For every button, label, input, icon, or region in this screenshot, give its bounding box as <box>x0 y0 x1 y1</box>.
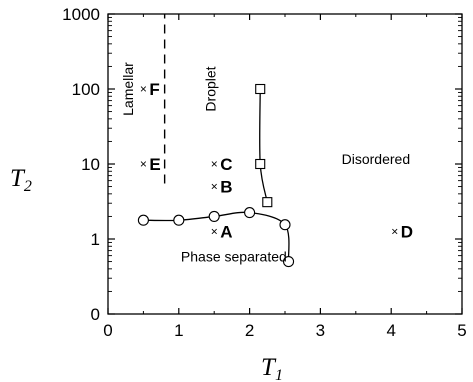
x-axis-title-sub: 1 <box>275 367 283 382</box>
x-tick-label: 4 <box>386 321 395 340</box>
region-label: Disordered <box>342 151 410 167</box>
x-tick-label: 3 <box>316 321 325 340</box>
point-label-D: D <box>401 223 413 242</box>
x-tick-label: 1 <box>174 321 183 340</box>
x-axis-title-main: T <box>261 354 277 381</box>
point-marker-B: × <box>211 180 218 194</box>
x-tick-label: 5 <box>457 321 466 340</box>
circle-marker <box>282 256 295 268</box>
region-label: Lamellar <box>120 62 136 116</box>
point-marker-D: × <box>391 225 398 239</box>
point-label-F: F <box>149 80 159 99</box>
circle-marker <box>208 210 220 222</box>
region-label: Phase separated <box>181 249 287 265</box>
labels: Lamellar Droplet Disordered Phase separated… <box>120 62 413 265</box>
y-tick-label: 10 <box>81 155 100 174</box>
y-tick-label: 1000 <box>62 5 100 24</box>
point-marker-E: × <box>140 157 147 171</box>
square-marker <box>262 197 273 208</box>
circle-marker <box>279 219 291 231</box>
y-tick-label: 0 <box>91 305 100 324</box>
y-tick-label: 1 <box>91 230 100 249</box>
boundary-markers <box>137 83 295 268</box>
point-label-A: A <box>220 223 232 242</box>
x-tick-label: 0 <box>103 321 112 340</box>
y-axis-title: T2 <box>10 165 32 195</box>
y-tick-label: 100 <box>72 80 100 99</box>
point-label-E: E <box>149 155 160 174</box>
point-marker-F: × <box>140 82 147 96</box>
y-axis-title-sub: 2 <box>24 178 32 195</box>
region-label: Droplet <box>203 66 219 111</box>
x-tick-label: 2 <box>245 321 254 340</box>
circle-marker <box>137 214 149 226</box>
point-label-C: C <box>220 155 232 174</box>
y-axis-title-main: T <box>10 165 26 192</box>
x-axis-title: T1 <box>261 354 283 382</box>
axes: 0 1 2 3 4 5 0 1 10 100 1000 <box>62 5 467 340</box>
point-label-B: B <box>220 178 232 197</box>
square-marker <box>255 83 266 95</box>
point-marker-A: × <box>211 225 218 239</box>
point-marker-C: × <box>211 157 218 171</box>
circle-marker <box>244 207 256 219</box>
square-boundary-line <box>259 88 268 203</box>
circle-marker <box>173 214 185 226</box>
square-marker <box>255 158 266 170</box>
